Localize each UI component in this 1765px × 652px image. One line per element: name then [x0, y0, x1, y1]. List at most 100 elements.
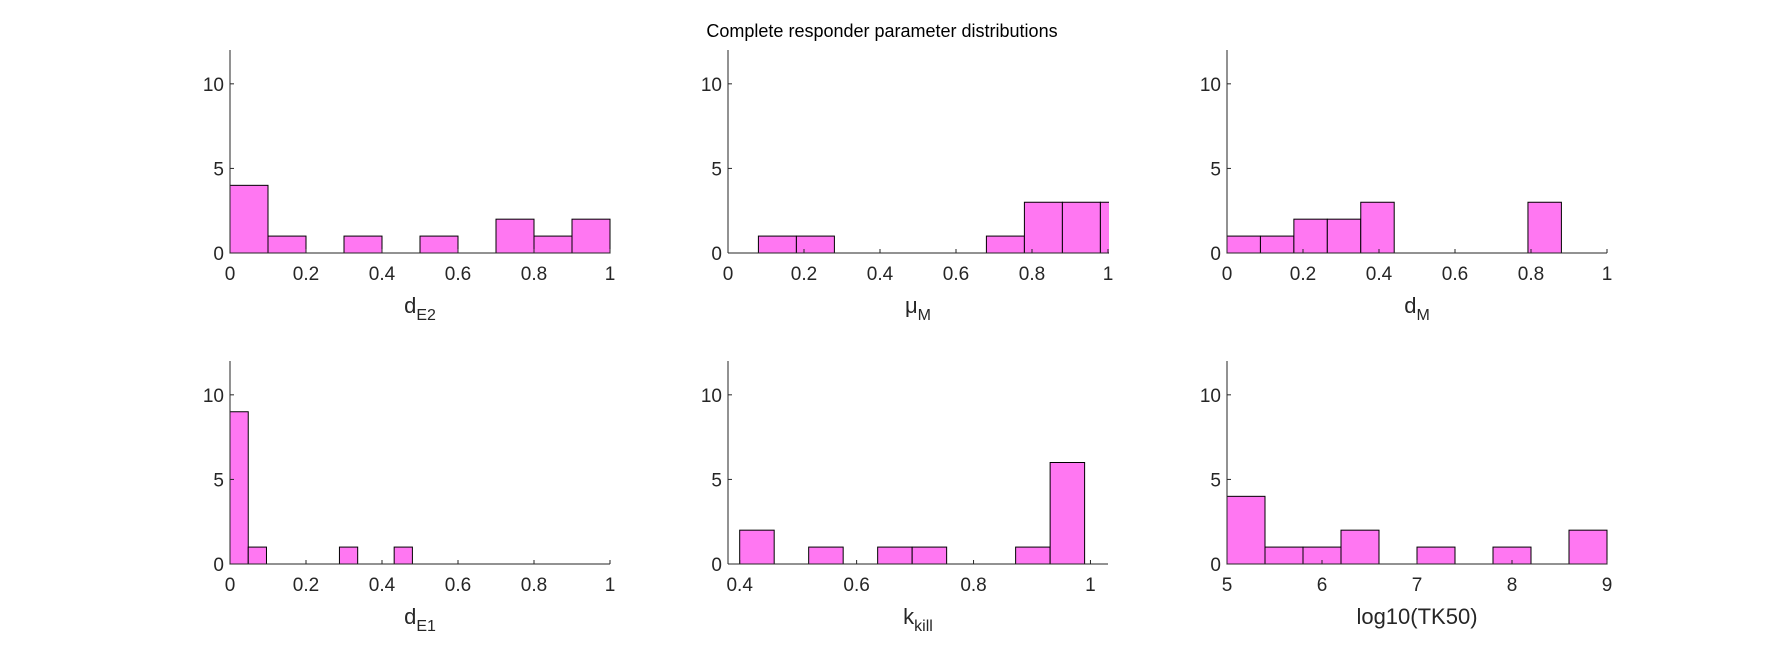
y-tick-label: 10	[701, 386, 722, 407]
bars	[1226, 201, 1562, 254]
y-tick-label: 5	[213, 470, 224, 491]
histogram-bar	[911, 546, 948, 565]
y-tick-label: 10	[203, 75, 224, 96]
histogram-bar	[1264, 546, 1304, 565]
x-axis-label: dM	[1404, 293, 1430, 324]
histogram-bar	[1340, 529, 1380, 565]
y-tick-label: 5	[711, 470, 722, 491]
x-axis-label: kkill	[903, 604, 933, 635]
x-tick-label: 0.8	[1518, 264, 1544, 285]
histogram-bar	[1099, 201, 1109, 254]
x-tick-label: 1	[605, 575, 616, 596]
y-tick-label: 0	[213, 244, 224, 265]
histogram-bar	[1527, 201, 1562, 254]
y-tick-label: 0	[1210, 555, 1221, 576]
histogram-bar	[1326, 218, 1362, 254]
x-tick-label: 5	[1222, 575, 1233, 596]
histogram-panel: 0 5 10 0.4 0.6 0.8 1 kkill	[701, 361, 1108, 635]
y-tick-label: 0	[1210, 244, 1221, 265]
x-tick-label: 9	[1602, 575, 1613, 596]
x-tick-label: 0.8	[521, 575, 547, 596]
x-tick-label: 0.4	[369, 575, 396, 596]
histogram-bar	[1416, 546, 1456, 565]
histogram-bar	[1226, 235, 1261, 254]
histogram-bar	[739, 529, 775, 565]
x-axis-label: dE2	[404, 293, 436, 324]
y-tick-label: 10	[701, 75, 722, 96]
histogram-bar	[533, 235, 573, 254]
x-tick-label: 0.6	[943, 264, 969, 285]
y-tick-label: 0	[711, 244, 722, 265]
histogram-bar	[1226, 495, 1266, 565]
x-tick-label: 0.2	[1290, 264, 1316, 285]
y-tick-label: 5	[1210, 159, 1221, 180]
histogram-bar	[1049, 462, 1086, 565]
x-tick-label: 1	[1103, 264, 1114, 285]
histogram-bar	[1015, 546, 1051, 565]
histogram-bar	[229, 184, 269, 254]
x-tick-label: 0.6	[843, 575, 869, 596]
x-tick-label: 0.8	[1019, 264, 1045, 285]
x-tick-label: 1	[1602, 264, 1613, 285]
histogram-panel: 0 5 10 0 0.2 0.4 0.6 0.8 1 dM	[1200, 50, 1612, 324]
histogram-bar	[1061, 201, 1101, 254]
histogram-bar	[1259, 235, 1295, 254]
histogram-bar	[808, 546, 844, 565]
x-tick-label: 0	[723, 264, 734, 285]
histogram-bar	[1568, 529, 1608, 565]
histogram-panel: 0 5 10 0 0.2 0.4 0.6 0.8 1 dE1	[203, 361, 615, 635]
histogram-bar	[393, 546, 413, 565]
x-axis-label: dE1	[404, 604, 436, 635]
y-tick-label: 10	[203, 386, 224, 407]
histogram-bar	[495, 218, 535, 254]
y-tick-label: 5	[711, 159, 722, 180]
x-tick-label: 0.6	[445, 575, 471, 596]
bars	[229, 411, 413, 565]
x-tick-label: 7	[1412, 575, 1423, 596]
x-tick-label: 0.8	[960, 575, 986, 596]
x-tick-label: 0.2	[293, 264, 319, 285]
x-tick-label: 0	[1222, 264, 1233, 285]
x-axis-label: log10(TK50)	[1356, 604, 1477, 629]
x-tick-label: 0.4	[867, 264, 894, 285]
y-tick-label: 5	[213, 159, 224, 180]
x-tick-label: 0.2	[293, 575, 319, 596]
histogram-bar	[1360, 201, 1395, 254]
x-tick-label: 0.6	[1442, 264, 1468, 285]
y-tick-label: 10	[1200, 386, 1221, 407]
bars	[229, 184, 611, 254]
bars	[757, 201, 1109, 254]
y-tick-label: 0	[213, 555, 224, 576]
histogram-panel: 0 5 10 0 0.2 0.4 0.6 0.8 1 μM	[701, 50, 1114, 324]
histogram-bar	[985, 235, 1025, 254]
histogram-bar	[571, 218, 611, 254]
x-tick-label: 0.4	[726, 575, 753, 596]
x-tick-label: 0.6	[445, 264, 471, 285]
x-tick-label: 1	[1085, 575, 1096, 596]
bars	[739, 462, 1086, 565]
histogram-bar	[419, 235, 459, 254]
histogram-bar	[338, 546, 359, 565]
histogram-bar	[877, 546, 913, 565]
x-axis-label: μM	[905, 293, 931, 324]
x-tick-label: 0.4	[369, 264, 396, 285]
x-tick-label: 0	[225, 575, 236, 596]
histogram-bar	[1293, 218, 1328, 254]
y-tick-label: 0	[711, 555, 722, 576]
x-tick-label: 0.2	[791, 264, 817, 285]
x-tick-label: 0.8	[521, 264, 547, 285]
x-tick-label: 0.4	[1366, 264, 1393, 285]
figure-title: Complete responder parameter distributio…	[706, 21, 1057, 41]
bars	[1226, 495, 1608, 565]
histogram-bar	[229, 411, 249, 565]
y-tick-label: 5	[1210, 470, 1221, 491]
histogram-panel: 0 5 10 0 0.2 0.4 0.6 0.8 1 dE2	[203, 50, 615, 324]
histogram-bar	[795, 235, 835, 254]
histogram-bar	[247, 546, 267, 565]
histogram-bar	[267, 235, 307, 254]
x-tick-label: 6	[1317, 575, 1328, 596]
x-tick-label: 1	[605, 264, 616, 285]
histogram-bar	[343, 235, 383, 254]
